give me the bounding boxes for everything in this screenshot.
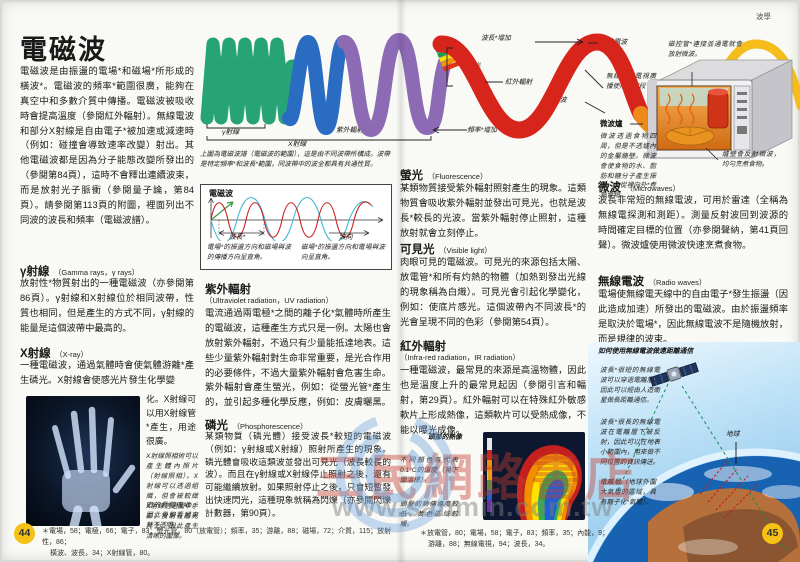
label-infrared-band: 紅外輻射 [505, 79, 533, 86]
intro-paragraph: 電磁波是由振盪的電場*和磁場*所形成的橫波*。電磁波的頻率*範圍很廣，能夠在真空… [20, 66, 194, 225]
thermogram-image [483, 432, 585, 520]
spectrum-caption: 上圖為電磁波譜（電磁波的範圍），這是由不同波帶所構成。波帶是特定頻率*和波長*範… [200, 151, 390, 168]
visible-heading: 可見光 （Visible light） [400, 240, 492, 258]
right-page-number: 45 [762, 523, 783, 544]
gamma-heading: γ射線 （Gamma rays，γ rays） [20, 262, 139, 280]
microwave-oven-illustration [640, 52, 796, 170]
infrared-heading-zh: 紅外輻射 [400, 341, 446, 353]
label-wavelength-increase: 波長*增加 [481, 35, 511, 42]
reflected-wave-paths [699, 459, 759, 519]
comms-header: 如何使用無線電波做遠距離通信 [598, 348, 694, 355]
label-gamma-band: γ射線 [222, 129, 239, 136]
page-title: 電磁波 [20, 35, 107, 65]
uv-heading-zh: 紫外輻射 [205, 284, 251, 296]
left-page-number: 44 [14, 523, 35, 544]
right-footnote-line1: ＊放電管，80；電場，58；電子，83；頻率，35；內能，9； [420, 530, 610, 537]
radio-heading: 無線電波 （Radio waves） [598, 272, 706, 290]
infrared-heading-en: （Infra-red radiation，IR radiation） [400, 353, 521, 362]
xray-caption-2: X射線透過圖中手部，投射在感光片上，因此產生清晰的圖像。 [146, 503, 198, 540]
gamma-heading-en: （Gamma rays，γ rays） [53, 268, 140, 277]
phosphorescence-heading-zh: 磷光 [205, 420, 228, 432]
label-microwave-oven: 微波爐 [600, 119, 623, 128]
visible-paragraph: 肉眼可見的電磁波。可見光的來源包括太陽、放電管*和所有灼熱的物體（加熱到發出光線… [400, 257, 586, 327]
infrared-wave [432, 33, 650, 139]
visible-heading-en: （Visible light） [438, 246, 492, 255]
gamma-ray-wave [200, 37, 299, 125]
inset-title: 電磁波 [209, 189, 233, 198]
satellite-signal-paths [617, 383, 789, 555]
right-footnote-line2: 游離，88；無線電視，94；波長，34。 [428, 540, 550, 548]
oven-body-caption: 微波透過食物四周，但是不透爐內的金屬牆壁。微波會使食物的水、脂肪和糖分子產生振盪… [600, 133, 656, 200]
inset-wavelength-label: 波長* [229, 234, 246, 241]
fluorescence-paragraph: 某類物質接受紫外輻射照射產生的現象。這類物質會吸收紫外輻射並發出可見光，也就是波… [400, 183, 586, 238]
xray-heading: X射線 （X-ray） [20, 344, 88, 362]
thermogram-caption-1: 不同顏色各代表0.1°C的溫度（見下圖溫標）。 [400, 457, 458, 484]
earth-label: 地球 [726, 431, 740, 438]
gamma-heading-zh: γ射線 [20, 266, 50, 278]
inset-caption-electric-field: 電場*的振盪方向和磁場與波的傳播方向呈直角。 [207, 244, 291, 261]
oven-wall-caption: 爐壁會反射微波，均勻烹煮食物。 [722, 151, 780, 168]
radio-heading-zh: 無線電波 [598, 276, 644, 288]
left-footnote: ＊電場，58；電極，66；電子，83；螢光管，80（放電管）；頻率，35；游離，… [42, 527, 394, 560]
thermogram-title: 頭部的熱像 [428, 434, 462, 441]
uv-wave [337, 32, 452, 138]
satellite-icon [649, 362, 699, 387]
xray-hand-photo [26, 396, 140, 526]
xray-paragraph-start: 一種電磁波，通過氣體時會使氣體游離*產生磷光。X射線會使感光片發生化學變 [20, 360, 194, 385]
phosphorescence-heading: 磷光 （Phosphorescence） [205, 416, 308, 434]
inset-direction-label: 波向 [339, 234, 353, 241]
radio-paragraph: 電場使無線電天線中的自由電子*發生振盪（因此造成加速）所發出的電磁波。由於振盪頻… [598, 289, 788, 344]
oven-magnetron-caption: 磁控管*連接並通電就會放射微波。 [668, 41, 742, 58]
fluorescence-heading-zh: 螢光 [400, 170, 423, 182]
diagram-leader-lines [206, 38, 643, 141]
phosphorescence-paragraph: 某類物質（磷光體）接受波長*較短的電磁波（例如：γ射線或X射線）照射所產生的現象… [205, 431, 391, 518]
left-footnote-line1: ＊電場，58；電極，66；電子，83；螢光管，80（放電管）；頻率，35；游離，… [42, 528, 392, 546]
inset-wave-drawing [208, 197, 384, 241]
microwaves-heading-en: （Microwaves） [625, 184, 681, 193]
thermogram-caption-2: 頭髮的熱傳導度較低，黃色區域較暖。 [400, 501, 458, 528]
fluorescence-heading-en: （Fluorescence） [427, 172, 488, 181]
comms-caption-satellite: 波長*很短的無線電波可以穿過電離層，因此可以經由人造衛星做長距離通信。 [600, 367, 660, 404]
xray-wave [282, 34, 351, 136]
left-footnote-line2: 橫波、波長，34；X射線管，80。 [50, 549, 155, 557]
visible-heading-zh: 可見光 [400, 244, 435, 256]
page-corner-tag: 波學 [756, 12, 771, 21]
uv-heading-en: （Ultraviolet radiation，UV radiation） [205, 296, 333, 305]
microwaves-paragraph: 波長非常短的無線電波，可用於雷達（全稱為無線電探測和測距）。測量反射波回到波源的… [598, 195, 788, 250]
xray-caption-1: X射線照相術可以產生體內照片（射線照相）。X射線可以透過組織，但會被較緻密的骨骼… [146, 453, 198, 530]
xray-paragraph-rest: 化。X射線可以用X射線管*產生，用途很廣。 [146, 394, 196, 447]
microwaves-heading-zh: 微波 [598, 182, 621, 194]
radio-heading-en: （Radio waves） [648, 278, 707, 287]
infrared-paragraph: 一種電磁波，最常見的來源是高溫物體，因此也是溫度上升的最常見起因（參閱引言和輻射… [400, 365, 586, 435]
comms-caption-reflect: 波長*很長的無線電波在電離層下被反射，因此可以在地表小範圍內，用來做不同位置的資… [600, 419, 660, 466]
xray-heading-zh: X射線 [20, 348, 51, 360]
microwaves-heading: 微波 （Microwaves） [598, 178, 680, 196]
label-xray-band: X射線 [288, 141, 307, 148]
fluorescence-heading: 螢光 （Fluorescence） [400, 166, 487, 184]
xray-heading-en: （X-ray） [55, 350, 89, 359]
uv-paragraph: 電流通過兩電極*之間的離子化*氣體時所產生的電磁波，這種產生方式只是一例。太陽也… [205, 308, 391, 408]
gamma-paragraph: 放射性*物質射出的一種電磁波（亦參閱第86頁）。γ射線和X射線位於相同波帶，性質… [20, 278, 194, 333]
page-seam [396, 0, 406, 562]
inset-caption-magnetic-field: 磁場*的振盪方向和電場與波向呈直角。 [301, 244, 385, 261]
label-frequency-increase: 頻率*增加 [467, 127, 497, 134]
comms-caption-ionosphere: 電離層（地球外圍大氣層的區域，具有離子化*氣體）。 [600, 479, 656, 506]
em-wave-inset-diagram: 電磁波 波長* 波向 電場*的振盪方向和磁場與波的傳播方向呈直角。 磁場*的振盪… [200, 184, 392, 270]
label-uv-band: 紫外輻射 [336, 127, 364, 134]
phosphorescence-heading-en: （Phosphorescence） [232, 422, 308, 431]
right-footnote: ＊放電管，80；電場，58；電子，83；頻率，35；內能，9； 游離，88；無線… [420, 529, 630, 551]
